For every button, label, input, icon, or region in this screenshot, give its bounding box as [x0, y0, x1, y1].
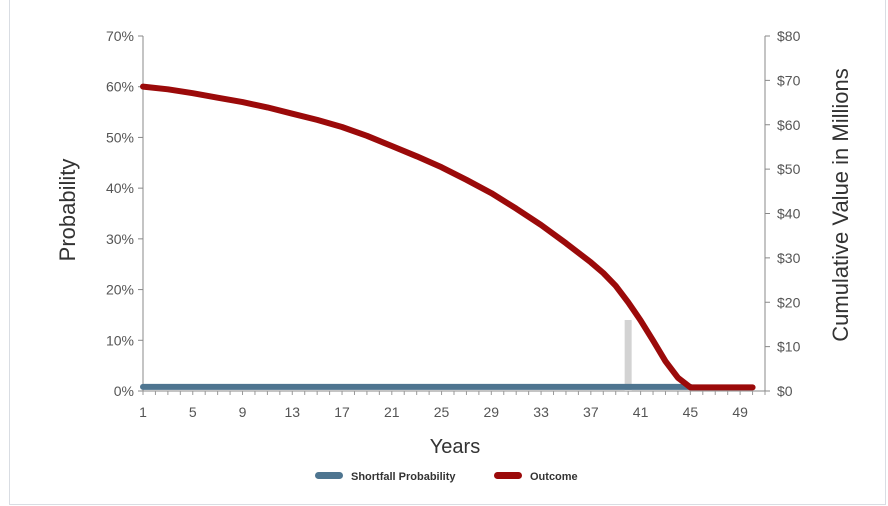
legend-swatch-outcome: [494, 472, 522, 479]
x-tick-label: 1: [139, 404, 147, 420]
x-tick-label: 13: [284, 404, 300, 420]
legend: Shortfall Probability Outcome: [315, 471, 578, 483]
right-tick-label: $60: [777, 117, 801, 133]
x-tick-label: 45: [683, 404, 699, 420]
right-tick-label: $80: [777, 28, 801, 44]
left-y-ticks: 0% 10% 20% 30% 40% 50% 60% 70%: [106, 28, 143, 399]
right-tick-label: $70: [777, 72, 801, 88]
series-line-outcome: [140, 83, 756, 391]
x-tick-label: 33: [533, 404, 549, 420]
left-tick-label: 10%: [106, 332, 134, 348]
legend-swatch-shortfall-probability: [315, 472, 343, 479]
right-axis-title: Cumulative Value in Millions: [828, 68, 853, 342]
right-tick-label: $0: [777, 383, 793, 399]
axes: [142, 36, 766, 392]
x-ticks: 1 5 9 13 17 21 25 29 33 37 41 45 49: [139, 391, 766, 420]
x-tick-label: 49: [732, 404, 748, 420]
right-y-ticks: $0 $10 $20 $30 $40 $50 $60 $70 $80: [765, 28, 801, 399]
left-tick-label: 50%: [106, 129, 134, 145]
x-tick-label: 17: [334, 404, 350, 420]
x-tick-label: 5: [189, 404, 197, 420]
x-tick-label: 21: [384, 404, 400, 420]
left-axis-title: Probability: [55, 159, 80, 262]
legend-item-outcome: Outcome: [494, 471, 578, 483]
marker-bar: [624, 320, 632, 391]
left-tick-label: 70%: [106, 28, 134, 44]
right-tick-label: $10: [777, 339, 801, 355]
series-layer: [140, 83, 756, 391]
x-tick-label: 29: [484, 404, 500, 420]
x-tick-label: 37: [583, 404, 599, 420]
right-tick-label: $40: [777, 206, 801, 222]
legend-label-shortfall-probability: Shortfall Probability: [351, 471, 456, 483]
left-tick-label: 60%: [106, 79, 134, 95]
x-tick-label: 41: [633, 404, 649, 420]
left-tick-label: 40%: [106, 180, 134, 196]
right-tick-label: $20: [777, 294, 801, 310]
right-tick-label: $50: [777, 161, 801, 177]
legend-item-shortfall-probability: Shortfall Probability: [315, 471, 456, 483]
left-tick-label: 30%: [106, 231, 134, 247]
chart-frame: [9, 0, 886, 505]
x-tick-label: 9: [239, 404, 247, 420]
x-axis-title: Years: [430, 436, 480, 458]
x-tick-label: 25: [434, 404, 450, 420]
marker-layer: [624, 320, 632, 391]
left-tick-label: 20%: [106, 282, 134, 298]
right-tick-label: $30: [777, 250, 801, 266]
legend-label-outcome: Outcome: [530, 471, 578, 483]
left-tick-label: 0%: [114, 383, 134, 399]
